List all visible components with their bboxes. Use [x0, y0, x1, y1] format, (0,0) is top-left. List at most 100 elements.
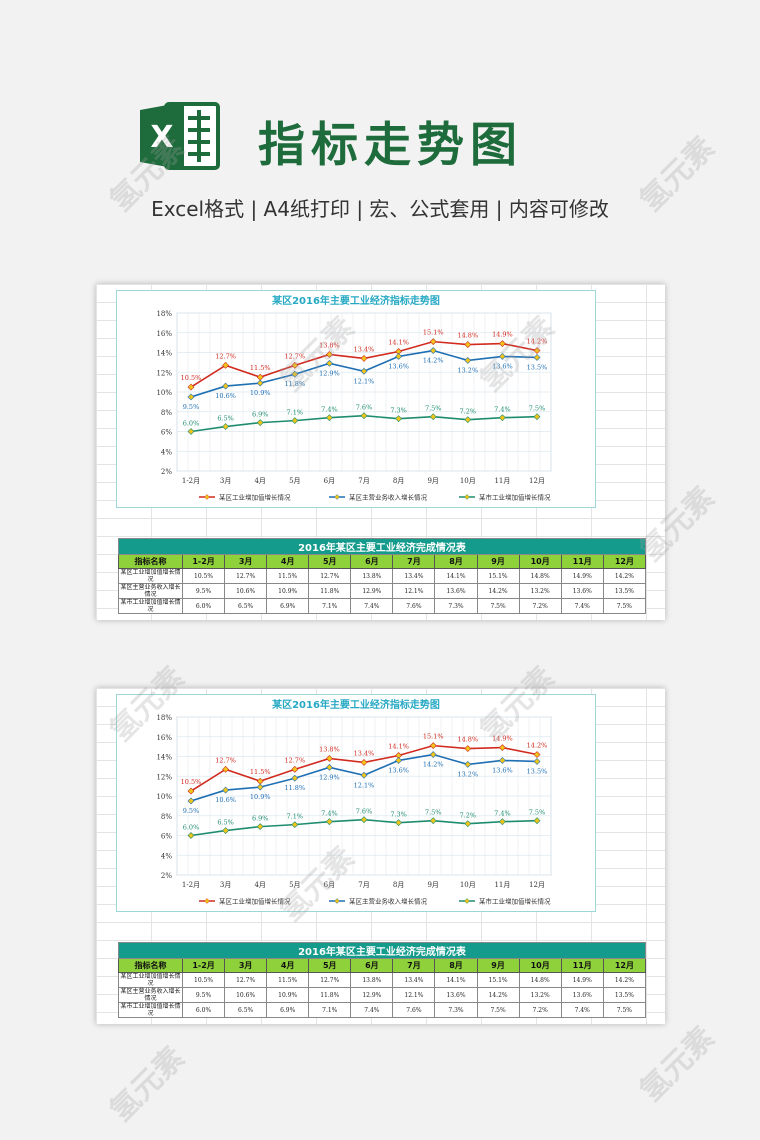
data-point [360, 355, 368, 362]
data-point [360, 759, 368, 766]
table-cell: 7.2% [518, 598, 562, 614]
data-point [325, 359, 333, 367]
data-point [533, 347, 541, 354]
data-label: 13.4% [354, 345, 375, 353]
data-label: 7.6% [356, 808, 373, 816]
data-label: 7.1% [287, 409, 304, 417]
legend-label: 某市工业增加值增长情况 [479, 897, 551, 906]
row-label: 某市工业增加值增长情况 [118, 1002, 183, 1018]
legend-marker [204, 898, 210, 904]
column-header: 6月 [350, 554, 394, 569]
data-label: 7.4% [494, 810, 511, 818]
excel-logo-icon: X [140, 102, 220, 170]
column-header: 指标名称 [118, 554, 183, 569]
data-label: 7.3% [390, 407, 407, 415]
table-title: 2016年某区主要工业经济完成情况表 [118, 538, 646, 555]
data-point [498, 414, 506, 422]
data-label: 7.6% [356, 404, 373, 412]
header: X 指标走势图 Excel格式 | A4纸打印 | 宏、公式套用 | 内容可修改 [0, 0, 760, 240]
column-header: 指标名称 [118, 958, 183, 973]
page-title: 指标走势图 [258, 118, 523, 173]
column-header: 6月 [350, 958, 394, 973]
chart-title: 某区2016年主要工业经济指标走势图 [272, 294, 440, 307]
column-header: 8月 [434, 554, 478, 569]
table-cell: 11.5% [266, 972, 310, 988]
data-point [429, 338, 437, 346]
column-header: 4月 [266, 554, 310, 569]
y-tick-label: 10% [156, 389, 172, 397]
y-tick-label: 14% [156, 350, 172, 358]
data-label: 11.5% [250, 364, 271, 372]
y-tick-label: 18% [156, 714, 172, 722]
y-tick-label: 6% [161, 833, 172, 841]
table-title: 2016年某区主要工业经济完成情况表 [118, 942, 646, 959]
x-tick-label: 9月 [427, 477, 438, 485]
data-point [360, 412, 368, 420]
x-tick-label: 9月 [427, 881, 438, 889]
row-label: 某市工业增加值增长情况 [118, 598, 183, 614]
data-point [395, 757, 403, 764]
column-header: 1-2月 [181, 958, 226, 973]
table-cell: 13.4% [392, 568, 436, 584]
table-cell: 13.8% [350, 568, 394, 584]
data-point [187, 393, 195, 401]
y-tick-label: 10% [156, 793, 172, 801]
table-cell: 7.3% [434, 598, 478, 614]
data-point [187, 428, 195, 435]
x-tick-label: 10月 [460, 477, 476, 485]
data-label: 6.9% [252, 411, 269, 419]
column-header: 10月 [518, 958, 562, 973]
data-label: 12.1% [354, 781, 375, 789]
data-label: 6.0% [183, 420, 200, 428]
x-tick-label: 8月 [393, 477, 404, 485]
data-label: 13.4% [354, 749, 375, 757]
y-tick-label: 18% [156, 310, 172, 318]
legend-marker [334, 898, 340, 904]
data-point [498, 340, 506, 348]
table-cell: 11.5% [266, 568, 310, 584]
data-label: 11.8% [284, 380, 305, 388]
table-row: 某市工业增加值增长情况 6.0% 6.5% 6.9% 7.1% 7.4% 7.6% 7.3% 7… [118, 598, 647, 614]
x-tick-label: 5月 [289, 477, 300, 485]
data-point [360, 367, 368, 375]
table-row: 某市工业增加值增长情况 6.0% 6.5% 6.9% 7.1% 7.4% 7.6% 7.3% 7… [118, 1002, 647, 1018]
table-cell: 12.7% [224, 972, 268, 988]
data-label: 7.5% [529, 809, 546, 817]
line-chart: 某区2016年主要工业经济指标走势图 2% 4% 6% 8% 10% 12% 14% 16% 18… [156, 294, 552, 502]
data-point [291, 821, 299, 829]
data-point [533, 354, 541, 361]
x-tick-label: 3月 [220, 477, 231, 485]
legend-label: 某区主营业务收入增长情况 [349, 897, 428, 906]
x-tick-label: 6月 [324, 881, 335, 889]
data-point [222, 786, 230, 794]
data-point [498, 353, 506, 360]
table-cell: 14.9% [560, 568, 604, 584]
data-label: 11.5% [250, 768, 271, 776]
data-label: 10.5% [181, 374, 202, 382]
y-tick-label: 6% [161, 429, 172, 437]
data-point [222, 827, 230, 834]
data-point [533, 758, 541, 765]
data-label: 7.4% [321, 810, 338, 818]
table-cell: 9.5% [181, 583, 226, 599]
logo-letter: X [150, 120, 173, 155]
data-point [429, 347, 437, 354]
data-point [360, 771, 368, 779]
table-cell: 15.1% [476, 972, 520, 988]
data-label: 7.5% [425, 809, 442, 817]
table-cell: 11.8% [308, 987, 352, 1003]
table-cell: 7.1% [308, 1002, 352, 1018]
data-point [395, 415, 403, 423]
data-label: 14.2% [423, 761, 444, 769]
data-label: 6.5% [217, 819, 234, 827]
legend-label: 某市工业增加值增长情况 [479, 493, 551, 502]
data-label: 14.8% [457, 736, 478, 744]
line-chart: 某区2016年主要工业经济指标走势图 2% 4% 6% 8% 10% 12% 14% 16% 18… [156, 698, 552, 906]
table-cell: 14.1% [434, 568, 478, 584]
legend-label: 某区工业增加值增长情况 [219, 897, 291, 906]
table-cell: 10.5% [181, 568, 226, 584]
data-point [429, 817, 437, 825]
data-label: 7.4% [494, 406, 511, 414]
table-cell: 12.1% [392, 987, 436, 1003]
data-point [256, 419, 264, 427]
